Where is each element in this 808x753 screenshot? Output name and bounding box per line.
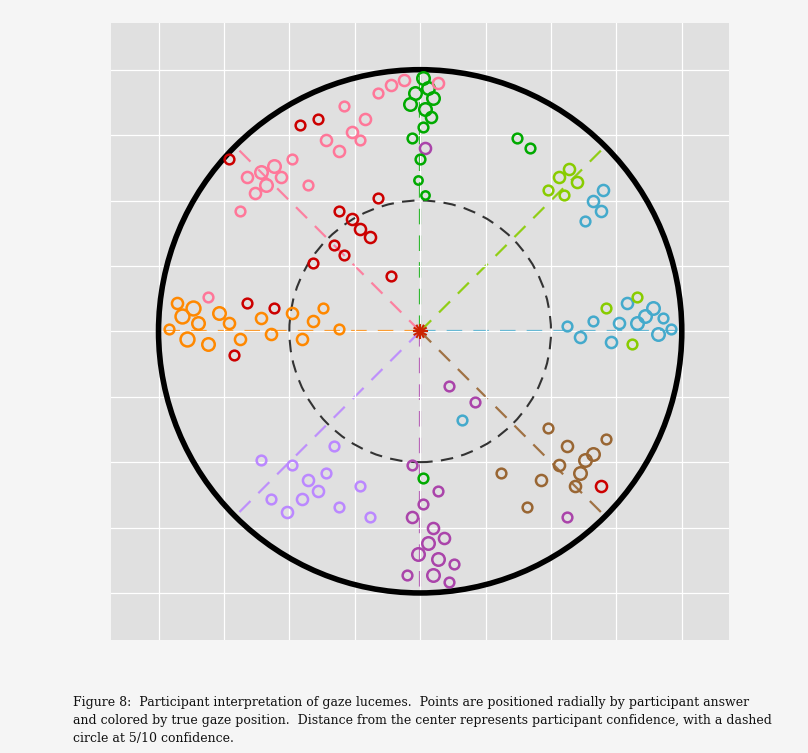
Text: Figure 8:  Participant interpretation of gaze lucemes.  Points are positioned ra: Figure 8: Participant interpretation of … bbox=[73, 697, 772, 745]
